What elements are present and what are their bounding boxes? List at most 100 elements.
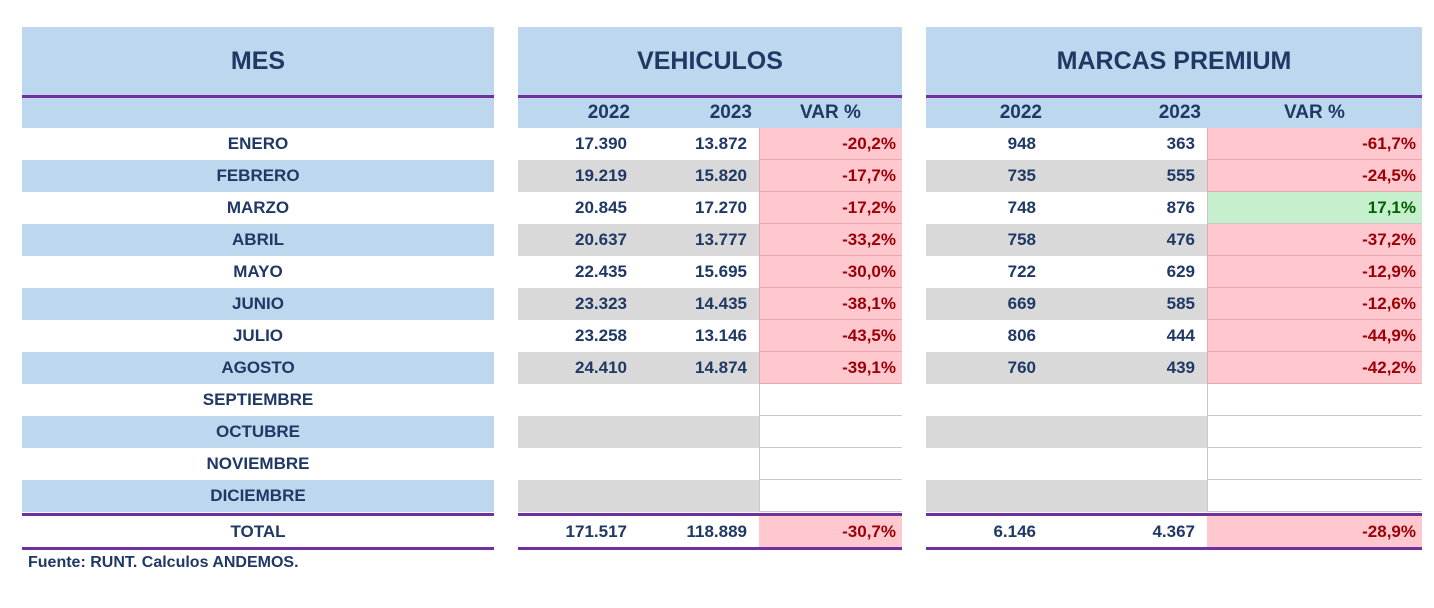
value-2023: 13.872	[695, 134, 747, 153]
value-var	[759, 384, 902, 416]
mes-subheader	[22, 98, 494, 128]
value-2023: 555	[1050, 160, 1207, 192]
value-var: -61,7%	[1207, 128, 1422, 160]
table-row: 17.390 13.872 -20,2%	[518, 128, 902, 160]
month-row: JUNIO	[22, 288, 494, 320]
value-2022: 23.323	[518, 288, 640, 320]
month-row: MAYO	[22, 256, 494, 288]
premium-header: MARCAS PREMIUM	[926, 27, 1422, 98]
total-2023: 4.367	[1152, 521, 1195, 541]
total-var: -30,7%	[759, 516, 902, 547]
value-var	[1207, 384, 1422, 416]
value-var: -17,2%	[759, 192, 902, 224]
value-2022	[926, 384, 1050, 416]
table-row: 19.219 15.820 -17,7%	[518, 160, 902, 192]
value-var: -37,2%	[1207, 224, 1422, 256]
col-2023: 2023	[709, 102, 752, 123]
value-2022	[518, 448, 640, 480]
table-row	[926, 384, 1422, 416]
table-row	[518, 448, 902, 480]
value-var: -42,2%	[1207, 352, 1422, 384]
col-2022: 2022	[999, 102, 1042, 123]
value-2023: 363	[1166, 134, 1195, 153]
value-2022	[926, 480, 1050, 512]
month-label: MARZO	[226, 198, 290, 217]
month-row: SEPTIEMBRE	[22, 384, 494, 416]
total-2023: 118.889	[686, 521, 747, 541]
table-row	[518, 416, 902, 448]
value-2022: 24.410	[518, 352, 640, 384]
value-2023: 13.777	[640, 224, 759, 256]
table-row: 806 444 -44,9%	[926, 320, 1422, 352]
month-label: DICIEMBRE	[210, 486, 306, 505]
value-2023: 585	[1050, 288, 1207, 320]
value-2023: 439	[1050, 352, 1207, 384]
value-2023: 444	[1166, 326, 1195, 345]
value-var: -24,5%	[1207, 160, 1422, 192]
value-var	[1207, 448, 1422, 480]
month-row: ABRIL	[22, 224, 494, 256]
table-row: 758 476 -37,2%	[926, 224, 1422, 256]
vehiculos-table: VEHICULOS 2022 2023 VAR % 17.390 13.872 …	[518, 27, 902, 550]
month-label: AGOSTO	[221, 358, 295, 377]
value-var	[1207, 480, 1422, 512]
value-2022: 722	[1007, 262, 1036, 281]
month-row: NOVIEMBRE	[22, 448, 494, 480]
table-row	[518, 384, 902, 416]
value-var: -44,9%	[1207, 320, 1422, 352]
value-2023: 13.146	[695, 326, 747, 345]
value-2022: 735	[926, 160, 1050, 192]
table-row: 20.637 13.777 -33,2%	[518, 224, 902, 256]
source-note: Fuente: RUNT. Calculos ANDEMOS.	[28, 554, 299, 571]
month-label: ABRIL	[232, 230, 284, 249]
value-var: -38,1%	[759, 288, 902, 320]
table-row	[518, 480, 902, 512]
value-var: -12,9%	[1207, 256, 1422, 288]
table-row: 748 876 17,1%	[926, 192, 1422, 224]
premium-subheader: 2022 2023 VAR %	[926, 98, 1422, 128]
month-label: NOVIEMBRE	[206, 454, 310, 473]
table-row: 23.323 14.435 -38,1%	[518, 288, 902, 320]
month-label: JULIO	[232, 326, 284, 345]
vehiculos-header: VEHICULOS	[518, 27, 902, 98]
value-2022: 758	[926, 224, 1050, 256]
table-row: 760 439 -42,2%	[926, 352, 1422, 384]
value-2023: 15.820	[640, 160, 759, 192]
table-row: 24.410 14.874 -39,1%	[518, 352, 902, 384]
table-row: 948 363 -61,7%	[926, 128, 1422, 160]
value-2022: 22.435	[575, 262, 627, 281]
value-var: -12,6%	[1207, 288, 1422, 320]
value-2023	[1050, 384, 1207, 416]
total-row-mes: TOTAL	[22, 513, 494, 550]
total-row-premium: 6.146 4.367 -28,9%	[926, 513, 1422, 550]
col-var: VAR %	[1284, 102, 1345, 123]
table-row: 20.845 17.270 -17,2%	[518, 192, 902, 224]
value-var: -33,2%	[759, 224, 902, 256]
value-2022	[518, 384, 640, 416]
month-row: OCTUBRE	[22, 416, 494, 448]
total-row-vehiculos: 171.517 118.889 -30,7%	[518, 513, 902, 550]
month-label: SEPTIEMBRE	[202, 390, 314, 409]
premium-table: MARCAS PREMIUM 2022 2023 VAR % 948 363 -…	[926, 27, 1422, 550]
value-2023: 14.435	[640, 288, 759, 320]
value-2022: 748	[1007, 198, 1036, 217]
value-2023	[640, 448, 759, 480]
value-2023	[640, 480, 759, 512]
value-var: -30,0%	[759, 256, 902, 288]
value-2022	[926, 448, 1050, 480]
value-var: -17,7%	[759, 160, 902, 192]
month-row: ENERO	[22, 128, 494, 160]
table-row: 735 555 -24,5%	[926, 160, 1422, 192]
total-var: -28,9%	[1207, 516, 1422, 547]
value-2022: 806	[1007, 326, 1036, 345]
value-2022: 948	[1007, 134, 1036, 153]
value-var: -20,2%	[759, 128, 902, 160]
value-2022: 760	[926, 352, 1050, 384]
month-row: JULIO	[22, 320, 494, 352]
value-2022: 20.637	[518, 224, 640, 256]
table-row: 22.435 15.695 -30,0%	[518, 256, 902, 288]
table-row: 669 585 -12,6%	[926, 288, 1422, 320]
value-2023	[640, 416, 759, 448]
value-var	[759, 448, 902, 480]
month-row: MARZO	[22, 192, 494, 224]
